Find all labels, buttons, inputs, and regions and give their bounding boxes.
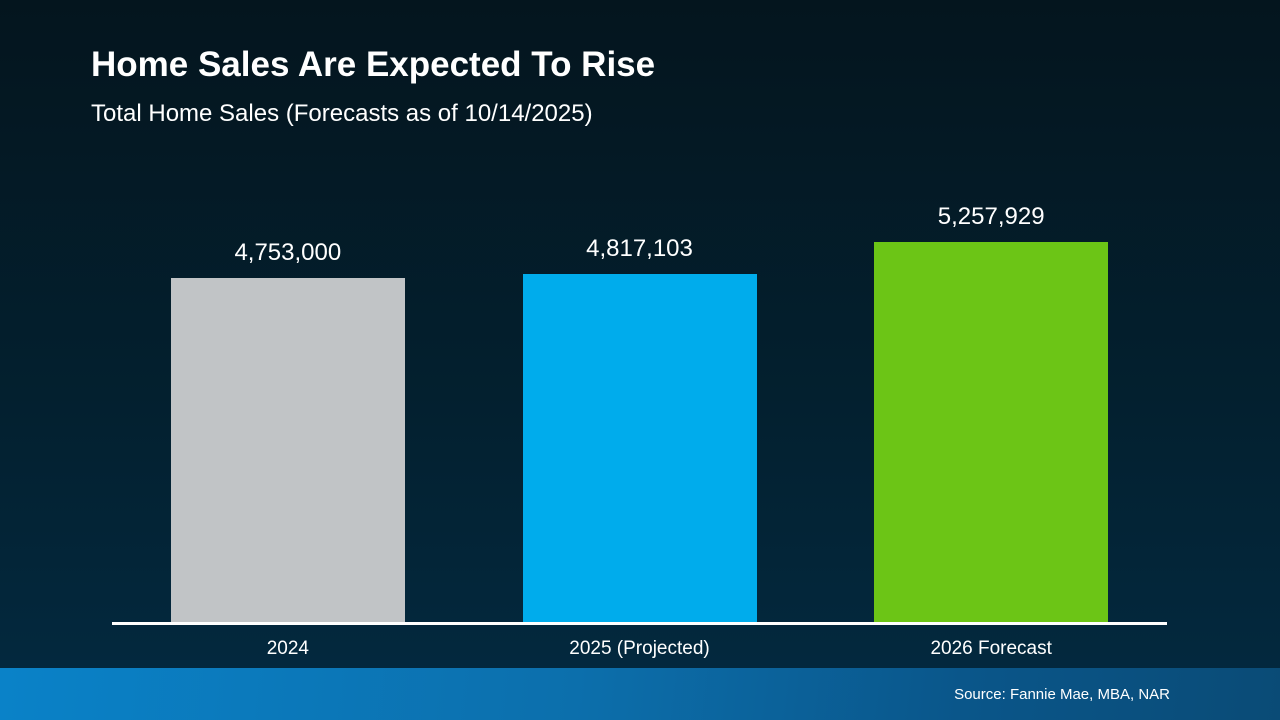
page-title: Home Sales Are Expected To Rise: [91, 45, 656, 84]
x-axis-label: 2025 (Projected): [569, 638, 710, 659]
title-block: Home Sales Are Expected To Rise Total Ho…: [91, 44, 655, 129]
footer-bar: Source: Fannie Mae, MBA, NAR: [0, 668, 1280, 720]
bar-value-label: 4,753,000: [234, 239, 342, 267]
bar-group-2026 Forecast: 5,257,929: [815, 0, 1167, 622]
x-axis-label: 2026 Forecast: [930, 638, 1052, 659]
x-axis-label: 2024: [266, 638, 309, 659]
bar-2025 (Projected): [522, 274, 757, 622]
bar-value-label: 5,257,929: [937, 203, 1045, 231]
bar-group-2024: 4,753,000: [112, 0, 464, 622]
bar-2024: [170, 278, 405, 622]
x-axis-line: [112, 622, 1167, 625]
bar-2026 Forecast: [874, 242, 1109, 622]
bar-group-2025 (Projected): 4,817,103: [464, 0, 816, 622]
x-axis-labels: 2024 2025 (Projected) 2026 Forecast: [112, 636, 1167, 663]
bar-chart: 4,753,000 4,817,103 5,257,929: [112, 0, 1167, 622]
bar-value-label: 4,817,103: [586, 235, 693, 263]
page-subtitle: Total Home Sales (Forecasts as of 10/14/…: [91, 100, 593, 127]
source-text: Source: Fannie Mae, MBA, NAR: [954, 685, 1170, 703]
